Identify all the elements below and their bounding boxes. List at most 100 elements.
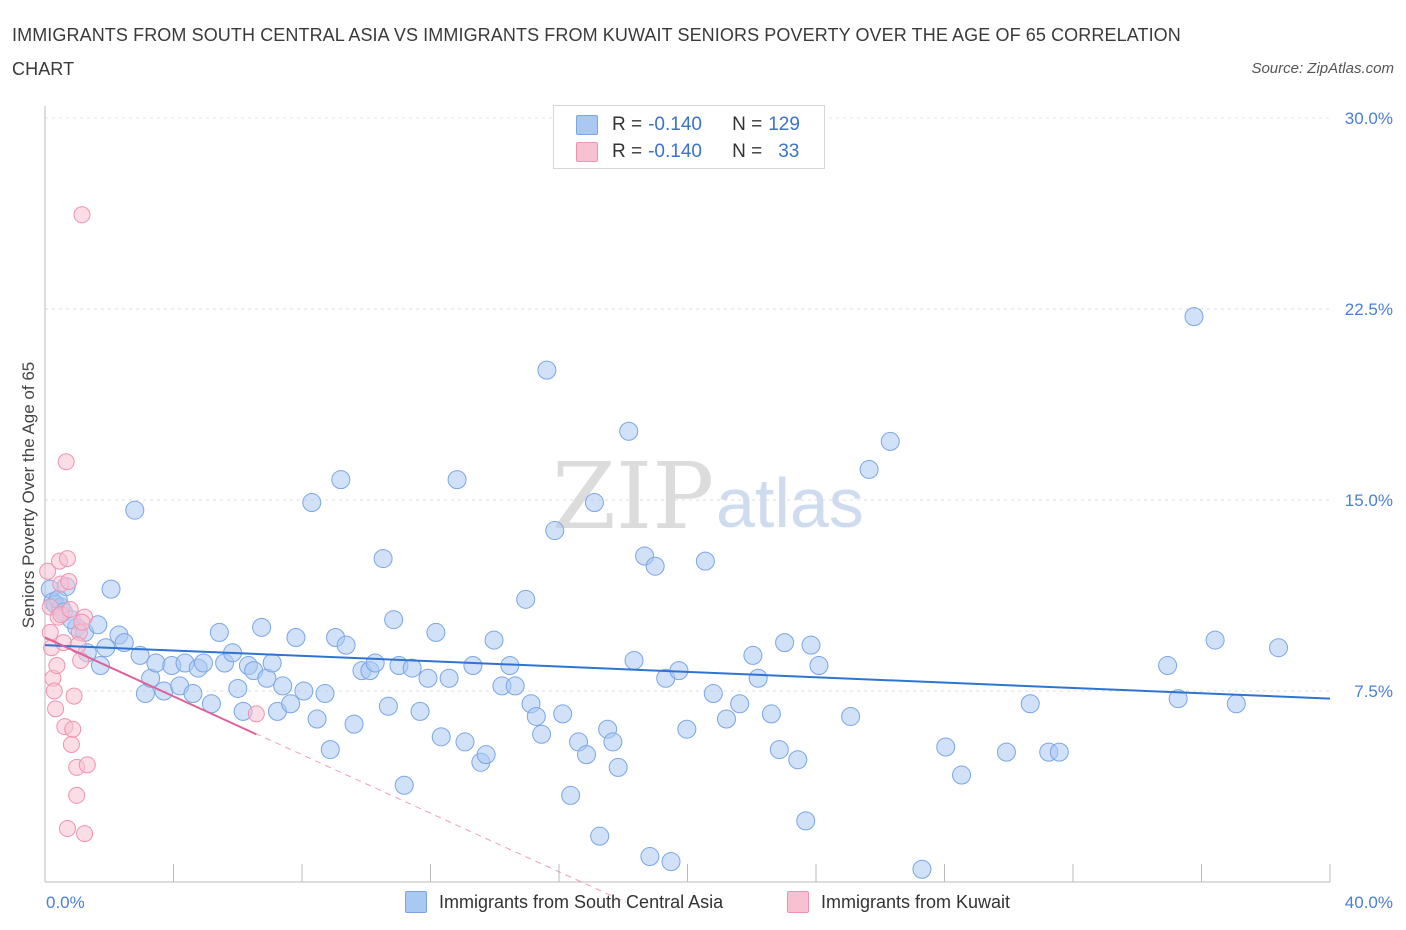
y-tick-label: 22.5% (1345, 300, 1393, 319)
point-south-central-asia (183, 684, 203, 704)
point-south-central-asia (331, 470, 351, 490)
point-south-central-asia (273, 676, 293, 696)
legend-row-kuwait: R = -0.140 N = 33 (576, 139, 799, 165)
watermark-atlas: atlas (716, 464, 864, 542)
point-south-central-asia (769, 740, 789, 760)
point-south-central-asia (1226, 694, 1246, 714)
stats-legend: R = -0.140 N = 129 R = -0.140 N = 33 (553, 105, 825, 169)
legend-row-south-central-asia: R = -0.140 N = 129 (576, 112, 800, 138)
point-south-central-asia (761, 704, 781, 724)
point-kuwait (68, 786, 86, 804)
point-south-central-asia (336, 635, 356, 655)
point-kuwait (58, 550, 76, 568)
point-kuwait (64, 720, 82, 738)
point-south-central-asia (476, 745, 496, 765)
point-south-central-asia (418, 668, 438, 688)
point-kuwait (47, 700, 65, 718)
point-south-central-asia (426, 622, 446, 642)
point-south-central-asia (344, 714, 364, 734)
point-south-central-asia (130, 645, 150, 665)
grid-lines (45, 117, 1330, 692)
point-south-central-asia (439, 668, 459, 688)
point-south-central-asia (1168, 689, 1188, 709)
point-south-central-asia (101, 579, 121, 599)
point-south-central-asia (281, 694, 301, 714)
point-south-central-asia (801, 635, 821, 655)
point-south-central-asia (952, 765, 972, 785)
point-south-central-asia (537, 360, 557, 380)
point-south-central-asia (619, 421, 639, 441)
point-south-central-asia (695, 551, 715, 571)
point-south-central-asia (936, 737, 956, 757)
legend-swatch-blue (576, 115, 598, 135)
bottom-legend-swatch-pink (787, 891, 809, 913)
point-south-central-asia (209, 622, 229, 642)
point-kuwait (48, 657, 66, 675)
point-south-central-asia (455, 732, 475, 752)
point-south-central-asia (1020, 694, 1040, 714)
point-south-central-asia (1184, 307, 1204, 327)
point-south-central-asia (553, 704, 573, 724)
series-south-central-asia (40, 307, 1289, 879)
point-south-central-asia (624, 650, 644, 670)
point-kuwait (58, 820, 76, 838)
point-kuwait (39, 562, 57, 580)
legend-r-label: R = (612, 114, 643, 135)
point-kuwait (45, 682, 63, 700)
trend-lines (44, 636, 1331, 903)
point-south-central-asia (516, 589, 536, 609)
point-south-central-asia (484, 630, 504, 650)
bottom-legend-kuwait: Immigrants from Kuwait (787, 888, 1010, 916)
point-south-central-asia (841, 706, 861, 726)
point-kuwait (61, 601, 79, 619)
point-south-central-asia (608, 757, 628, 777)
point-kuwait (76, 825, 94, 843)
point-south-central-asia (307, 709, 327, 729)
point-south-central-asia (262, 653, 282, 673)
point-south-central-asia (584, 493, 604, 513)
point-kuwait (65, 687, 83, 705)
point-south-central-asia (302, 493, 322, 513)
y-tick-labels: 7.5% 15.0% 22.5% 30.0% (1345, 109, 1393, 701)
point-south-central-asia (373, 549, 393, 569)
y-tick-label: 15.0% (1345, 491, 1393, 510)
point-south-central-asia (645, 556, 665, 576)
x-tick-label: 0.0% (46, 893, 85, 912)
point-south-central-asia (463, 656, 483, 676)
x-tick-label: 40.0% (1345, 893, 1393, 912)
point-south-central-asia (561, 785, 581, 805)
y-axis-label: Seniors Poverty Over the Age of 65 (19, 362, 38, 628)
point-south-central-asia (661, 852, 681, 872)
point-south-central-asia (384, 610, 404, 630)
point-south-central-asia (1205, 630, 1225, 650)
point-south-central-asia (228, 678, 248, 698)
point-south-central-asia (1158, 656, 1178, 676)
point-south-central-asia (788, 750, 808, 770)
point-south-central-asia (703, 684, 723, 704)
point-kuwait (57, 453, 75, 471)
trend-line-south-central-asia (44, 644, 1331, 700)
point-south-central-asia (365, 653, 385, 673)
axes (44, 106, 1331, 883)
point-south-central-asia (603, 732, 623, 752)
point-south-central-asia (320, 740, 340, 760)
point-south-central-asia (125, 500, 145, 520)
source-label: Source: ZipAtlas.com (1251, 60, 1394, 77)
point-south-central-asia (716, 709, 736, 729)
point-south-central-asia (252, 617, 272, 637)
point-south-central-asia (114, 633, 134, 653)
bottom-legend-label: Immigrants from Kuwait (821, 891, 1011, 912)
point-south-central-asia (431, 727, 451, 747)
point-south-central-asia (532, 724, 552, 744)
legend-n-value: 129 (768, 114, 800, 135)
point-south-central-asia (743, 645, 763, 665)
point-south-central-asia (146, 653, 166, 673)
y-tick-label: 30.0% (1345, 109, 1393, 128)
watermark-zip: ZIP (552, 443, 714, 550)
point-south-central-asia (996, 742, 1016, 762)
point-south-central-asia (193, 653, 213, 673)
point-south-central-asia (402, 658, 422, 678)
point-kuwait (41, 623, 59, 641)
point-south-central-asia (912, 859, 932, 879)
point-south-central-asia (286, 628, 306, 648)
